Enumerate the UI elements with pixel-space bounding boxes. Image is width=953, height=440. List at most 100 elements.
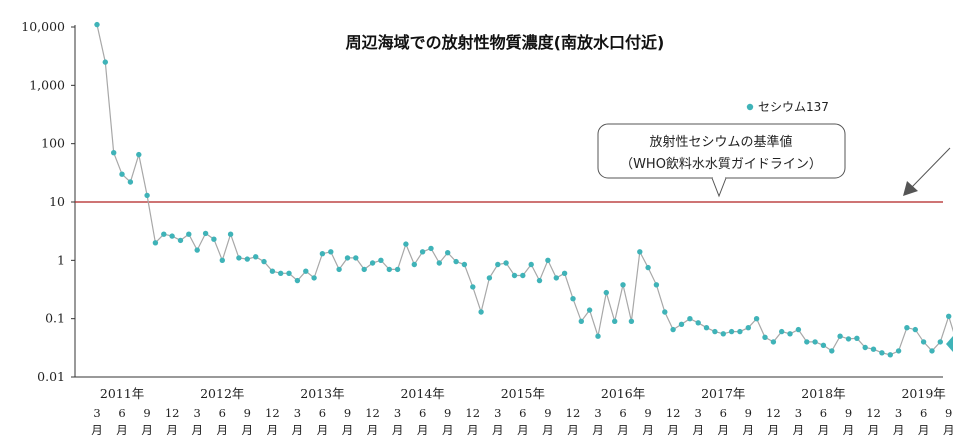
data-point bbox=[470, 284, 476, 290]
data-point bbox=[520, 272, 526, 279]
data-point bbox=[202, 230, 209, 237]
reference-callout: 放射性セシウムの基準値 （WHO飲料水水質ガイドライン） bbox=[597, 123, 846, 198]
x-tick-year-label: 2016年 bbox=[601, 386, 645, 401]
data-point bbox=[111, 150, 117, 156]
x-tick-month-unit: 月 bbox=[843, 423, 855, 437]
data-point bbox=[219, 257, 225, 263]
legend: セシウム137 bbox=[746, 100, 829, 114]
data-point bbox=[787, 331, 793, 337]
x-tick-month-unit: 月 bbox=[342, 423, 354, 437]
data-point bbox=[127, 179, 134, 185]
data-point bbox=[578, 318, 584, 324]
x-tick-month-unit: 月 bbox=[292, 423, 304, 437]
x-tick-month-number: 12 bbox=[666, 406, 681, 420]
data-point bbox=[161, 231, 167, 237]
x-tick-year-label: 2012年 bbox=[200, 386, 244, 401]
data-point bbox=[286, 270, 292, 276]
x-tick-month-unit: 月 bbox=[592, 423, 604, 437]
y-tick-label: 1,000 bbox=[29, 77, 65, 92]
x-tick-month-number: 9 bbox=[444, 406, 451, 420]
y-tick-label: 100 bbox=[41, 136, 65, 151]
data-point bbox=[361, 266, 367, 273]
data-point bbox=[887, 352, 893, 358]
data-point bbox=[662, 309, 668, 315]
data-point bbox=[820, 342, 827, 348]
x-tick-month-number: 9 bbox=[143, 406, 150, 420]
data-point bbox=[728, 328, 735, 335]
data-point bbox=[837, 333, 843, 339]
x-tick-month-number: 9 bbox=[945, 406, 952, 420]
data-point bbox=[812, 339, 818, 345]
x-tick-month-unit: 月 bbox=[542, 423, 554, 437]
x-tick-year-label: 2018年 bbox=[801, 386, 845, 401]
data-point bbox=[311, 275, 317, 281]
data-point bbox=[495, 261, 501, 268]
x-tick-month-unit: 月 bbox=[818, 423, 830, 437]
data-point bbox=[854, 335, 860, 341]
x-tick-month-number: 6 bbox=[519, 406, 526, 420]
y-axis-ticks: 10,000 1,000 100 10 1 0.1 0.01 bbox=[21, 19, 75, 384]
data-point bbox=[753, 316, 760, 322]
x-tick-month-unit: 月 bbox=[141, 423, 153, 437]
data-point bbox=[879, 350, 885, 356]
x-tick-month-unit: 月 bbox=[367, 423, 379, 437]
legend-label: セシウム137 bbox=[758, 100, 829, 114]
x-tick-month-unit: 月 bbox=[793, 423, 805, 437]
data-point bbox=[394, 266, 401, 273]
data-point bbox=[453, 258, 459, 265]
data-point bbox=[895, 348, 902, 354]
x-tick-month-number: 3 bbox=[594, 406, 601, 420]
x-tick-month-unit: 月 bbox=[617, 423, 629, 437]
data-point bbox=[411, 261, 417, 268]
x-tick-month-unit: 月 bbox=[267, 423, 279, 437]
data-point bbox=[687, 316, 693, 322]
data-point bbox=[102, 59, 109, 65]
x-tick-month-unit: 月 bbox=[567, 423, 579, 437]
data-point bbox=[912, 326, 918, 333]
data-point bbox=[586, 307, 593, 313]
data-point bbox=[946, 313, 952, 319]
data-point bbox=[595, 333, 601, 339]
data-point bbox=[136, 151, 142, 158]
data-point bbox=[929, 348, 935, 354]
data-point bbox=[428, 245, 434, 252]
data-point bbox=[177, 237, 184, 244]
x-tick-month-number: 6 bbox=[118, 406, 125, 420]
reference-arrow bbox=[903, 147, 951, 196]
data-point bbox=[937, 339, 943, 345]
x-tick-year-label: 2015年 bbox=[501, 386, 545, 401]
data-point bbox=[386, 266, 392, 273]
x-tick-year-label: 2019年 bbox=[901, 386, 945, 401]
data-point bbox=[603, 289, 609, 296]
data-point bbox=[378, 257, 384, 263]
data-point bbox=[703, 325, 710, 331]
data-point bbox=[528, 261, 534, 268]
x-axis-ticks: 3 月 6 月 9 月 12 月 3 月 6 月 9 月 12 月 3 月 6 月 9 月 12 月 3 月 6 月 9 月 12 月 3 月 6 月… bbox=[91, 386, 953, 437]
data-points bbox=[94, 21, 952, 358]
x-tick-month-unit: 月 bbox=[642, 423, 654, 437]
data-point bbox=[645, 264, 651, 271]
data-point bbox=[211, 236, 217, 242]
x-tick-month-unit: 月 bbox=[667, 423, 679, 437]
x-tick-month-unit: 月 bbox=[442, 423, 454, 437]
data-point bbox=[762, 334, 768, 340]
data-point bbox=[253, 254, 259, 260]
x-tick-month-unit: 月 bbox=[943, 423, 953, 437]
data-point bbox=[670, 326, 676, 333]
x-tick-month-unit: 月 bbox=[492, 423, 504, 437]
data-point bbox=[511, 272, 518, 279]
y-tick-label: 0.1 bbox=[45, 311, 65, 326]
data-point bbox=[779, 328, 785, 335]
data-point bbox=[186, 231, 192, 237]
data-point bbox=[336, 266, 342, 273]
data-point bbox=[294, 277, 301, 284]
continuation-marker-icon bbox=[946, 336, 953, 352]
x-tick-month-unit: 月 bbox=[743, 423, 755, 437]
y-tick-label: 0.01 bbox=[37, 369, 65, 384]
x-tick-year-label: 2017年 bbox=[701, 386, 745, 401]
x-tick-month-number: 9 bbox=[845, 406, 852, 420]
x-tick-month-number: 3 bbox=[394, 406, 401, 420]
data-point bbox=[628, 318, 635, 324]
data-point bbox=[144, 192, 150, 199]
data-point bbox=[445, 250, 451, 256]
